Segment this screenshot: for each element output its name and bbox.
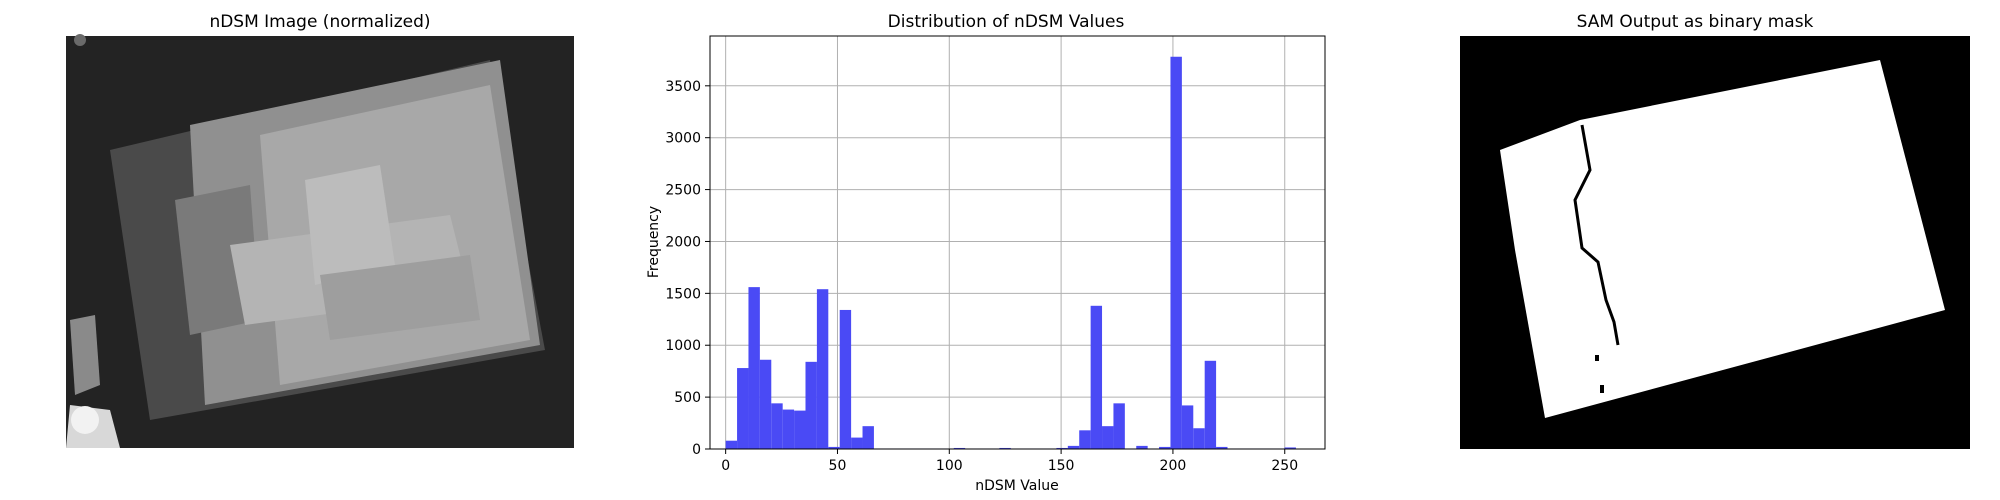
histogram-bar bbox=[1113, 403, 1125, 449]
histogram-bar bbox=[759, 359, 772, 449]
histogram-bar bbox=[748, 287, 760, 449]
histogram-bar bbox=[1193, 428, 1205, 449]
histogram-bar bbox=[782, 409, 795, 449]
histogram-bar bbox=[771, 403, 783, 449]
x-axis-label: nDSM Value bbox=[975, 478, 1059, 494]
histogram-bar bbox=[1159, 446, 1171, 449]
histogram-title: Distribution of nDSM Values bbox=[887, 12, 1125, 32]
histogram-bar bbox=[816, 289, 829, 449]
y-tick-label: 3500 bbox=[665, 79, 701, 95]
histogram-bar bbox=[805, 361, 817, 449]
x-tick-label: 200 bbox=[1160, 458, 1187, 474]
y-tick-label: 1000 bbox=[665, 338, 701, 354]
histogram-bar bbox=[1136, 445, 1148, 449]
y-tick-label: 2500 bbox=[665, 183, 701, 199]
histogram-bar bbox=[953, 447, 966, 449]
histogram-bar bbox=[1181, 405, 1194, 449]
histogram-bar bbox=[1067, 445, 1080, 449]
histogram-bar bbox=[1056, 447, 1068, 449]
right-panel-title: SAM Output as binary mask bbox=[1576, 12, 1814, 32]
histogram-bar bbox=[794, 410, 806, 449]
histogram-bar bbox=[725, 440, 738, 449]
x-tick-label: 250 bbox=[1271, 458, 1298, 474]
histogram-ticks: 0 50 100 150 200 2500500100015002000250030003… bbox=[665, 79, 1298, 474]
histogram-bar bbox=[1284, 447, 1296, 449]
x-tick-label: 0 bbox=[721, 458, 730, 474]
histogram-bar bbox=[1102, 426, 1114, 449]
histogram-bar bbox=[828, 446, 840, 449]
left-panel-title: nDSM Image (normalized) bbox=[209, 12, 431, 32]
x-tick-label: 100 bbox=[936, 458, 963, 474]
y-axis-label: Frequency bbox=[646, 206, 662, 278]
histogram-bar bbox=[862, 426, 874, 449]
y-tick-label: 3000 bbox=[665, 131, 701, 147]
x-tick-label: 50 bbox=[829, 458, 847, 474]
histogram-bars bbox=[725, 56, 1296, 449]
histogram-bar bbox=[1079, 430, 1091, 449]
histogram-bar bbox=[1090, 305, 1103, 449]
histogram-bar bbox=[1216, 446, 1228, 449]
histogram-bar bbox=[839, 309, 852, 449]
y-tick-label: 2000 bbox=[665, 234, 701, 250]
x-tick-label: 150 bbox=[1048, 458, 1075, 474]
histogram-bar bbox=[1170, 56, 1182, 449]
y-tick-label: 0 bbox=[692, 442, 701, 458]
histogram-bar bbox=[999, 447, 1011, 449]
y-tick-label: 1500 bbox=[665, 286, 701, 302]
histogram-bar bbox=[737, 368, 749, 449]
mask-foreground bbox=[1500, 60, 1945, 418]
histogram-bar bbox=[1204, 360, 1217, 449]
mask-artifact-line bbox=[1573, 124, 1620, 346]
histogram-bar bbox=[851, 437, 863, 449]
histogram-frame bbox=[709, 35, 1326, 450]
y-tick-label: 500 bbox=[674, 390, 701, 406]
